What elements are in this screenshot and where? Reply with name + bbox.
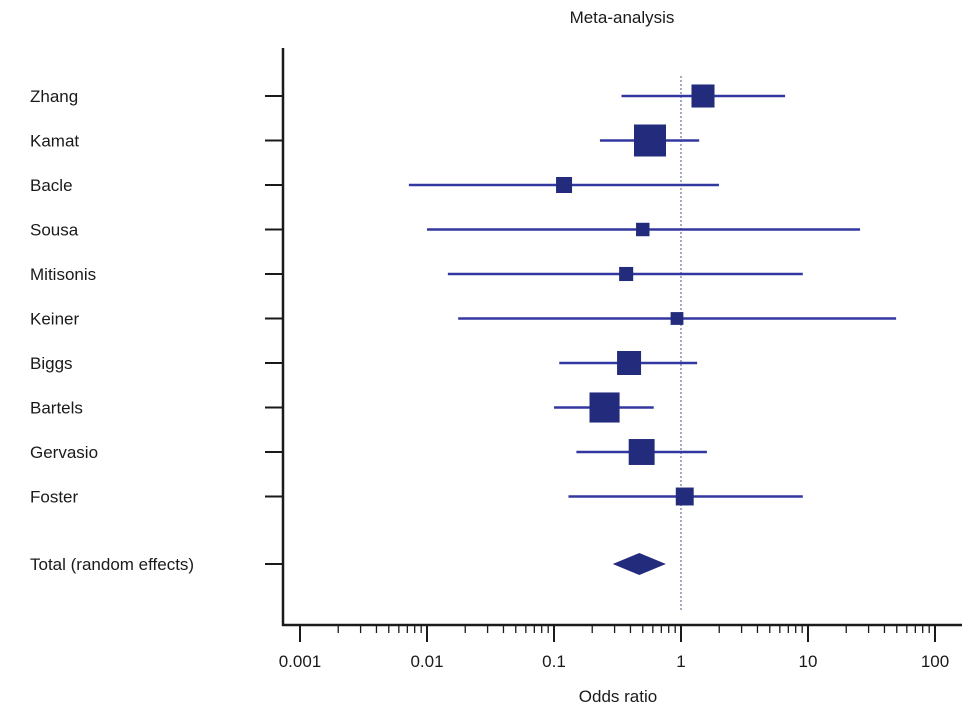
study-row: Bacle: [30, 176, 719, 195]
effect-marker: [633, 124, 666, 157]
study-row: Biggs: [30, 351, 698, 375]
study-row: Foster: [30, 488, 803, 507]
study-label: Bartels: [30, 399, 83, 418]
study-label: Gervasio: [30, 443, 98, 462]
total-label: Total (random effects): [30, 555, 194, 574]
effect-marker: [589, 392, 620, 423]
study-row: Keiner: [30, 310, 897, 329]
x-tick-label: 100: [921, 652, 949, 671]
study-row: Sousa: [30, 221, 861, 240]
study-row: Bartels: [30, 392, 654, 423]
effect-marker: [619, 266, 634, 282]
x-tick-label: 0.1: [542, 652, 566, 671]
x-tick-label: 10: [799, 652, 818, 671]
effect-marker: [675, 487, 694, 506]
study-label: Mitisonis: [30, 265, 96, 284]
study-row: Kamat: [30, 124, 700, 157]
studies-group: Zhang Kamat Bacle Sousa Mitisonis Keiner Biggs…: [30, 84, 897, 507]
x-axis: 0.001 0.01 0.1 1 10 100: [279, 623, 962, 671]
study-label: Keiner: [30, 310, 79, 329]
study-label: Foster: [30, 488, 79, 507]
study-label: Bacle: [30, 176, 73, 195]
x-tick-label: 0.01: [410, 652, 443, 671]
x-axis-label: Odds ratio: [579, 687, 657, 706]
x-tick-label: 0.001: [279, 652, 322, 671]
effect-marker: [636, 222, 650, 237]
effect-marker: [556, 177, 573, 193]
effect-marker: [628, 439, 655, 465]
pooled-effect-diamond: [612, 553, 666, 575]
total-group: Total (random effects): [30, 553, 666, 575]
study-label: Sousa: [30, 221, 79, 240]
effect-marker: [617, 351, 642, 375]
study-row: Mitisonis: [30, 265, 803, 284]
chart-title: Meta-analysis: [570, 8, 675, 27]
study-label: Biggs: [30, 354, 73, 373]
effect-marker: [670, 312, 684, 325]
study-row: Zhang: [30, 84, 786, 108]
effect-marker: [691, 84, 715, 108]
study-row: Gervasio: [30, 439, 707, 465]
x-tick-label: 1: [676, 652, 685, 671]
study-label: Zhang: [30, 87, 78, 106]
study-label: Kamat: [30, 132, 79, 151]
